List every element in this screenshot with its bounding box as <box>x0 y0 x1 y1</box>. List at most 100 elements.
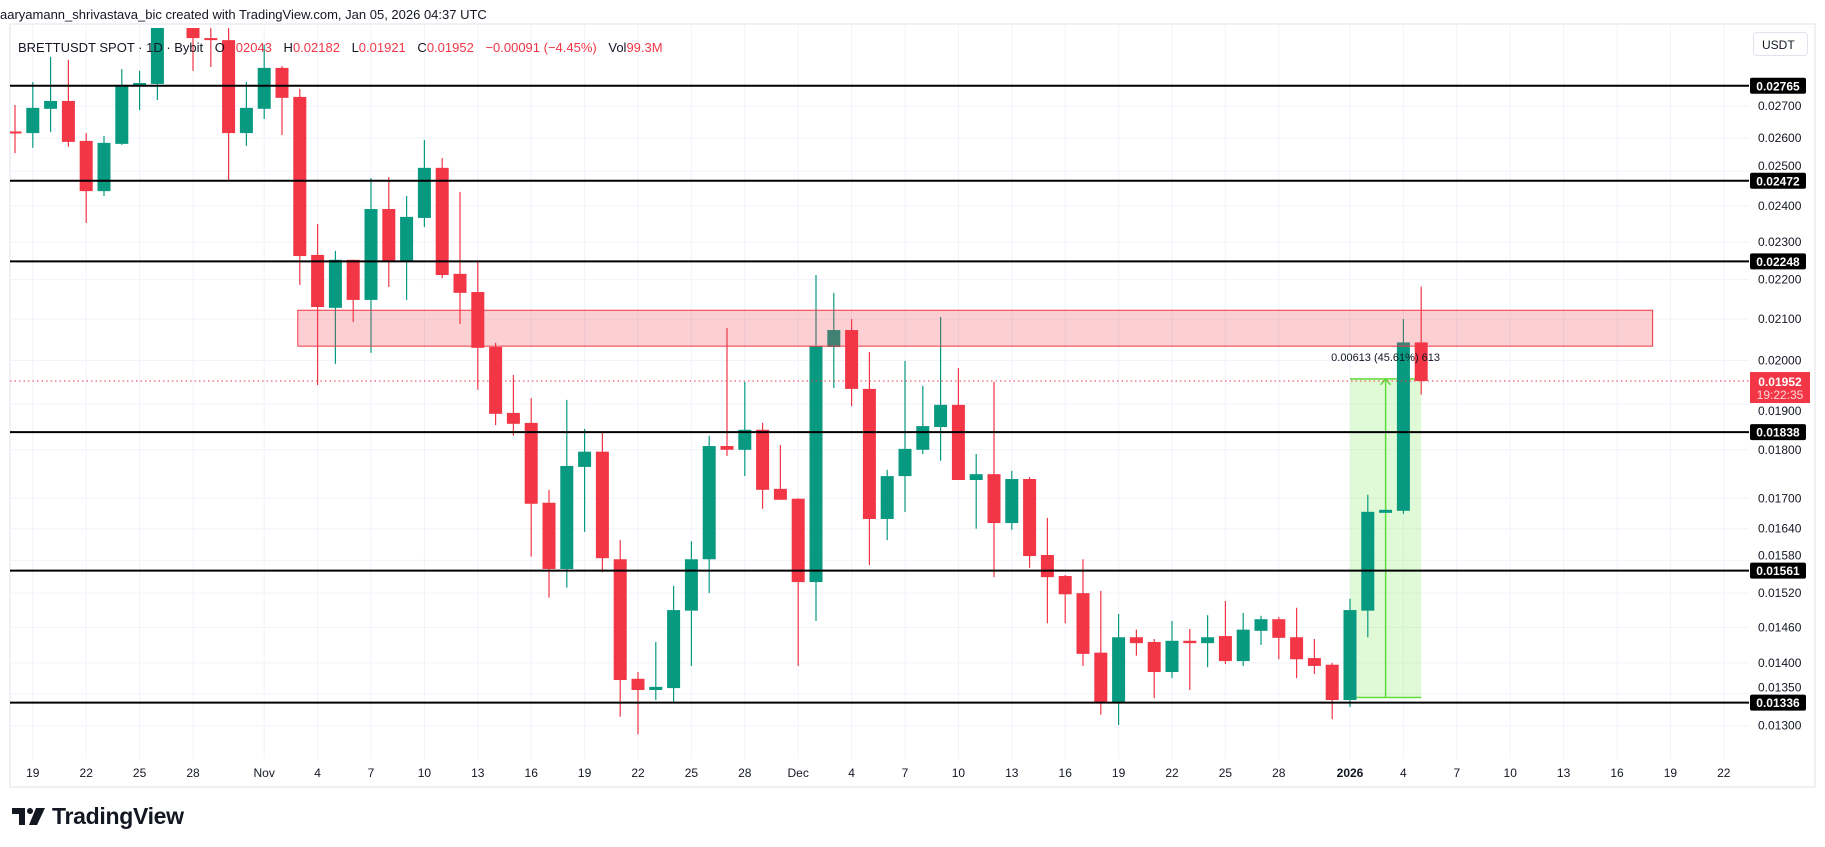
candle[interactable] <box>916 385 930 455</box>
tradingview-logo-text: TradingView <box>52 803 184 829</box>
candle[interactable] <box>1254 615 1268 645</box>
candle[interactable] <box>79 133 93 223</box>
price-tick-label: 0.01800 <box>1758 443 1802 457</box>
candle[interactable] <box>1112 614 1126 726</box>
candle[interactable] <box>133 70 147 111</box>
candle[interactable] <box>1361 494 1375 638</box>
price-axis[interactable]: 0.02700 0.02600 0.02500 0.02400 0.02300 0.022… <box>1758 99 1802 733</box>
candle[interactable] <box>169 0 182 19</box>
price-range-measure[interactable] <box>1350 377 1422 699</box>
candle[interactable] <box>1307 639 1321 674</box>
currency-unit-button[interactable]: USDT <box>1753 32 1808 56</box>
open-label: O <box>214 40 225 55</box>
candle[interactable] <box>1218 601 1232 665</box>
candle[interactable] <box>150 0 164 101</box>
candle-body <box>79 140 93 192</box>
time-axis[interactable]: 19 22 25 28 Nov 4 7 10 13 16 19 22 25 28 Dec 4 7 10 13 16 19… <box>26 766 1731 780</box>
candle[interactable] <box>684 541 698 666</box>
candle[interactable] <box>1325 662 1339 720</box>
candle-body <box>578 451 592 467</box>
candle[interactable] <box>720 328 734 456</box>
candle[interactable] <box>1058 574 1072 624</box>
candle[interactable] <box>1147 639 1161 699</box>
candle[interactable] <box>595 432 609 573</box>
candle-body <box>1361 511 1375 611</box>
candle[interactable] <box>275 66 289 136</box>
candle[interactable] <box>1005 470 1019 530</box>
candle-body <box>1307 658 1321 666</box>
candle[interactable] <box>26 82 40 148</box>
candle[interactable] <box>756 422 770 509</box>
tradingview-logo-icon <box>12 807 45 825</box>
candle[interactable] <box>61 59 75 147</box>
chart-frame <box>9 23 1816 788</box>
candle[interactable] <box>880 469 894 541</box>
candle[interactable] <box>435 158 449 279</box>
candle[interactable] <box>898 360 912 512</box>
candle[interactable] <box>44 56 58 133</box>
candle[interactable] <box>560 399 574 588</box>
candle[interactable] <box>1414 286 1428 395</box>
candle[interactable] <box>9 105 22 154</box>
candle[interactable] <box>506 374 520 436</box>
candle[interactable] <box>1165 620 1179 679</box>
candle[interactable] <box>417 139 431 227</box>
resistance-zone[interactable] <box>297 309 1654 347</box>
time-tick-label: Nov <box>254 766 275 780</box>
candle[interactable] <box>791 498 805 666</box>
candle[interactable] <box>1129 629 1143 656</box>
candle[interactable] <box>328 250 342 364</box>
candle[interactable] <box>1236 612 1250 666</box>
candle[interactable] <box>346 259 360 322</box>
candle[interactable] <box>578 428 592 532</box>
candle[interactable] <box>827 292 841 389</box>
candle[interactable] <box>204 19 218 67</box>
price-tick-label: 0.01400 <box>1758 656 1802 670</box>
candle[interactable] <box>400 196 414 300</box>
candle[interactable] <box>1343 598 1357 708</box>
candle[interactable] <box>1201 615 1215 668</box>
candle[interactable] <box>453 191 467 324</box>
candle[interactable] <box>649 641 663 701</box>
candle[interactable] <box>1094 590 1108 715</box>
candle[interactable] <box>738 381 752 477</box>
candle[interactable] <box>97 136 111 197</box>
candle-body <box>631 678 645 690</box>
level-price-label-bg <box>1750 694 1806 711</box>
candle[interactable] <box>809 275 823 621</box>
time-tick-label: 10 <box>952 766 966 780</box>
time-tick-label: 25 <box>133 766 147 780</box>
candle[interactable] <box>667 585 681 702</box>
candle[interactable] <box>115 69 129 145</box>
candle[interactable] <box>987 381 1001 578</box>
candle[interactable] <box>542 489 556 598</box>
candle[interactable] <box>311 224 325 385</box>
candle[interactable] <box>1272 616 1286 660</box>
candle[interactable] <box>613 540 627 717</box>
candle[interactable] <box>969 454 983 529</box>
candle[interactable] <box>382 177 396 287</box>
candle[interactable] <box>773 445 787 500</box>
candle[interactable] <box>1290 607 1304 679</box>
candle[interactable] <box>257 44 271 119</box>
candle[interactable] <box>1023 477 1037 568</box>
candle[interactable] <box>489 342 503 426</box>
candle[interactable] <box>1076 559 1090 666</box>
candle[interactable] <box>239 82 253 146</box>
candle[interactable] <box>1379 509 1393 513</box>
candle[interactable] <box>934 317 948 461</box>
candle[interactable] <box>524 398 538 557</box>
candle[interactable] <box>702 435 716 594</box>
candle[interactable] <box>364 178 378 353</box>
candle[interactable] <box>186 0 200 71</box>
candle[interactable] <box>845 319 859 407</box>
time-tick-label: 16 <box>525 766 539 780</box>
symbol-label[interactable]: BRETTUSDT SPOT · 1D · Bybit <box>18 40 204 55</box>
candle[interactable] <box>1183 629 1197 690</box>
candle[interactable] <box>471 260 485 390</box>
candle[interactable] <box>293 88 307 286</box>
candle[interactable] <box>1396 319 1410 514</box>
candle[interactable] <box>862 352 876 566</box>
candle[interactable] <box>951 368 965 481</box>
